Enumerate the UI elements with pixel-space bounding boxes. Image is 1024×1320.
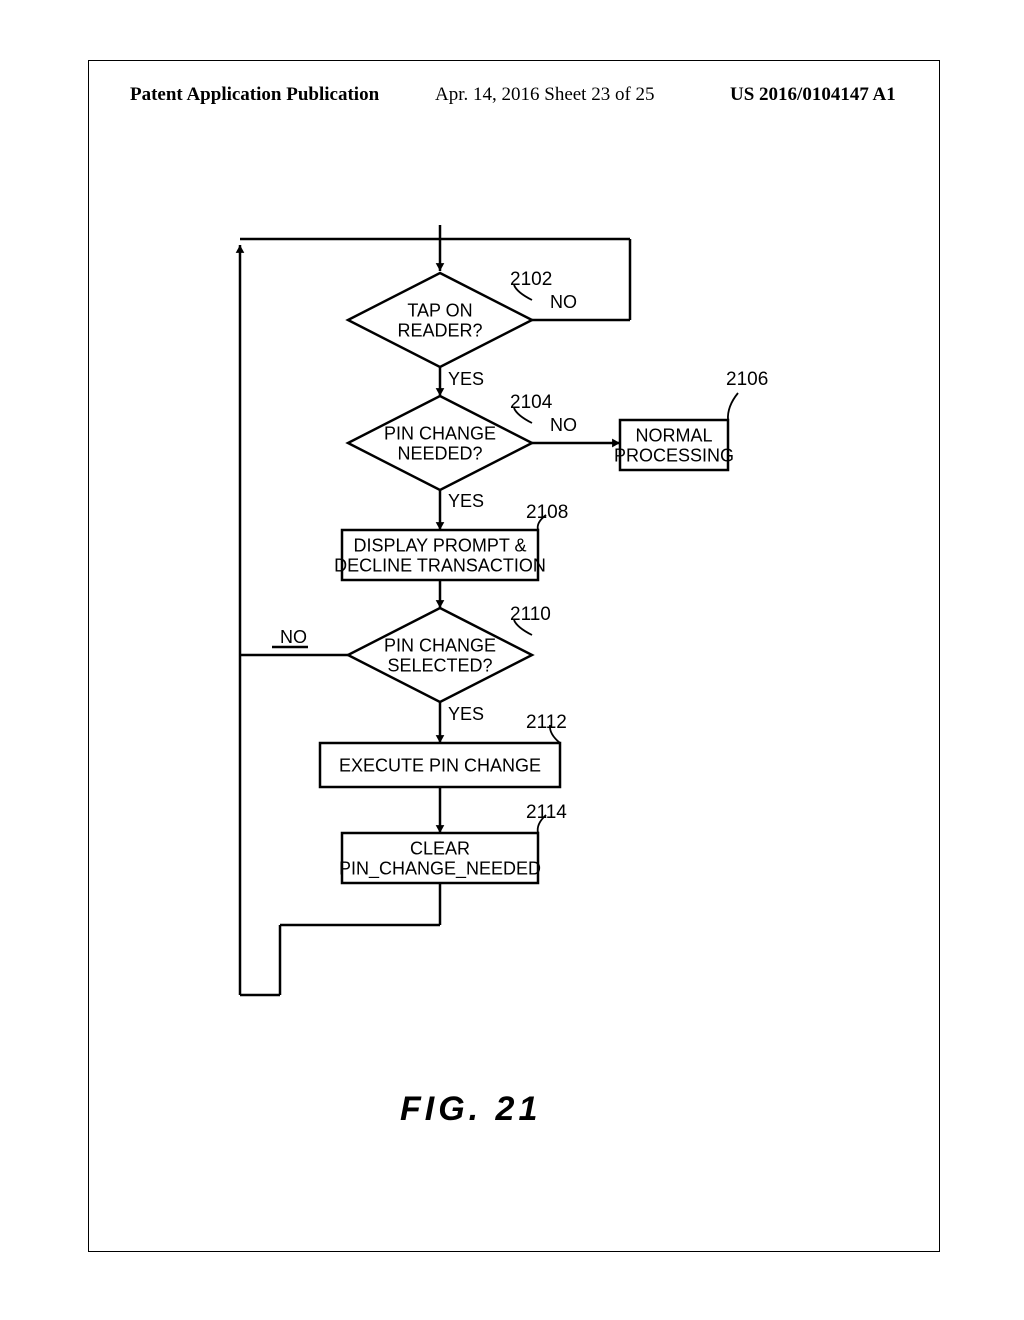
svg-text:YES: YES (448, 369, 484, 389)
figure-label: FIG. 21 (400, 1090, 541, 1129)
svg-text:CLEAR: CLEAR (410, 838, 470, 858)
svg-text:2102: 2102 (510, 269, 552, 290)
svg-text:YES: YES (448, 491, 484, 511)
svg-text:NO: NO (550, 292, 577, 312)
svg-text:2112: 2112 (526, 712, 567, 733)
svg-text:PIN CHANGE: PIN CHANGE (384, 423, 496, 443)
svg-text:2104: 2104 (510, 392, 553, 413)
svg-text:NO: NO (550, 415, 577, 435)
svg-text:2110: 2110 (510, 604, 551, 625)
svg-text:NO: NO (280, 627, 307, 647)
svg-text:2106: 2106 (726, 369, 768, 390)
svg-text:NEEDED?: NEEDED? (397, 443, 482, 463)
svg-text:NORMAL: NORMAL (635, 425, 712, 445)
svg-text:TAP ON: TAP ON (407, 300, 472, 320)
svg-text:2114: 2114 (526, 802, 567, 823)
svg-text:PROCESSING: PROCESSING (614, 445, 734, 465)
flowchart: TAP ONREADER?2102PIN CHANGENEEDED?2104NO… (180, 225, 800, 1045)
svg-text:DECLINE TRANSACTION: DECLINE TRANSACTION (334, 555, 546, 575)
svg-text:2108: 2108 (526, 502, 568, 523)
svg-text:READER?: READER? (397, 320, 482, 340)
svg-text:PIN_CHANGE_NEEDED: PIN_CHANGE_NEEDED (339, 858, 541, 879)
svg-text:SELECTED?: SELECTED? (387, 655, 492, 675)
svg-text:EXECUTE PIN CHANGE: EXECUTE PIN CHANGE (339, 755, 541, 775)
svg-text:PIN CHANGE: PIN CHANGE (384, 635, 496, 655)
svg-text:DISPLAY PROMPT &: DISPLAY PROMPT & (353, 535, 526, 555)
svg-text:YES: YES (448, 704, 484, 724)
